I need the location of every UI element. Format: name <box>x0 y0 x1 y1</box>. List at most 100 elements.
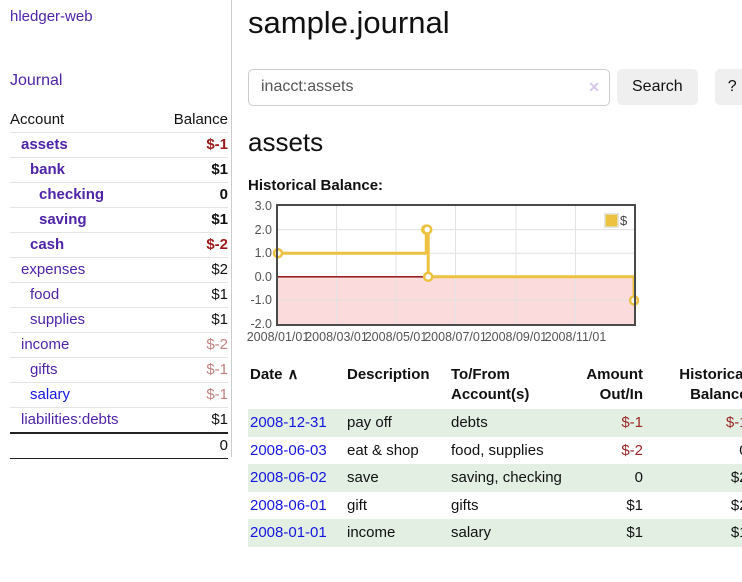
register-row: 2008-06-01 gift gifts $1 $2 <box>248 492 742 520</box>
account-row: salary $-1 <box>10 382 228 408</box>
account-balance: $1 <box>155 407 228 433</box>
account-row: expenses $2 <box>10 257 228 283</box>
accounts-table-header: Account Balance <box>10 108 228 133</box>
x-axis-tick-label: 2008/03/01 <box>305 330 368 344</box>
help-button[interactable]: ? <box>714 69 742 105</box>
account-link-income[interactable]: income <box>21 336 70 353</box>
transaction-date-link[interactable]: 2008-01-01 <box>250 524 327 541</box>
x-axis-tick-label: 2008/07/01 <box>424 330 487 344</box>
transaction-date-link[interactable]: 2008-12-31 <box>250 414 327 431</box>
account-link-gifts[interactable]: gifts <box>30 361 58 378</box>
sort-ascending-icon: ∧ <box>287 366 299 383</box>
transaction-date-link[interactable]: 2008-06-01 <box>250 496 327 514</box>
description-column-header: Description <box>347 366 430 383</box>
account-link-cash[interactable]: cash <box>30 236 65 253</box>
register-row: 2008-06-02 save saving, checking 0 $2 <box>248 464 742 492</box>
x-axis-tick-label: 2008/11/01 <box>544 330 607 344</box>
transaction-accounts: saving, checking <box>451 469 562 486</box>
account-link-bank[interactable]: bank <box>30 161 66 178</box>
transaction-date-link[interactable]: 2008-06-02 <box>250 469 327 486</box>
account-link-supplies[interactable]: supplies <box>30 311 86 328</box>
accounts-total-row: 0 <box>10 432 228 459</box>
sidebar-item-journal[interactable]: Journal <box>10 72 63 89</box>
account-row: supplies $1 <box>10 307 228 333</box>
account-row: saving $1 <box>10 207 228 233</box>
transaction-description: income <box>347 524 396 541</box>
transaction-amount: $1 <box>626 524 643 541</box>
account-link-expenses[interactable]: expenses <box>21 261 86 278</box>
account-balance: $-2 <box>155 232 228 258</box>
transaction-amount: 0 <box>634 469 643 486</box>
legend-swatch-icon <box>604 213 619 228</box>
transaction-balance: $2 <box>730 469 742 486</box>
y-axis-tick-label: 0.0 <box>254 269 272 284</box>
account-balance: $-1 <box>155 357 228 383</box>
account-link-salary[interactable]: salary <box>30 386 71 403</box>
account-column-header: Account <box>10 111 65 128</box>
chart-title: Historical Balance: <box>248 177 384 194</box>
app-title-link[interactable]: hledger-web <box>10 8 93 25</box>
account-link-liabilities-debts[interactable]: liabilities:debts <box>21 411 119 428</box>
account-link-checking[interactable]: checking <box>39 186 105 203</box>
clear-search-icon[interactable]: ✕ <box>588 78 600 95</box>
x-axis-tick-label: 2008/05/01 <box>364 330 428 344</box>
accounts-balance-table: Account Balance assets $-1 bank $1 check… <box>10 108 228 459</box>
legend-label: $ <box>620 213 628 228</box>
account-link-saving[interactable]: saving <box>39 211 87 228</box>
account-balance: $-1 <box>155 132 228 158</box>
accounts-total-value: 0 <box>155 432 228 459</box>
transaction-balance: $2 <box>730 496 742 514</box>
date-column-header[interactable]: Date ∧ <box>250 366 299 383</box>
transaction-date-link[interactable]: 2008-06-03 <box>250 441 327 459</box>
register-header-row: Date ∧ Description To/From Account(s) Amo… <box>248 362 742 409</box>
account-balance: $1 <box>155 157 228 183</box>
account-heading: assets <box>248 127 324 157</box>
transaction-description: pay off <box>347 414 392 431</box>
transaction-description: eat & shop <box>347 441 419 459</box>
transaction-amount: $-1 <box>621 414 643 431</box>
search-form: ✕ Search ? <box>248 68 742 106</box>
transaction-description: save <box>347 469 379 486</box>
x-axis-tick-label: 2008/01/01 <box>246 330 310 344</box>
y-axis-tick-label: 3.0 <box>254 199 272 213</box>
transaction-amount: $-2 <box>621 441 643 459</box>
balance-column-header: Historical Balance <box>679 366 742 403</box>
balance-column-header: Balance <box>173 111 228 128</box>
transaction-accounts: food, supplies <box>451 441 544 459</box>
account-balance: $1 <box>155 282 228 308</box>
account-row: food $1 <box>10 282 228 308</box>
sidebar: hledger-web Journal Account Balance asse… <box>0 0 232 582</box>
search-input[interactable] <box>248 68 610 106</box>
search-button[interactable]: Search <box>617 69 698 105</box>
register-row: 2008-01-01 income salary $1 $1 <box>248 519 742 547</box>
main-content: sample.journal ✕ Search ? assets Histori… <box>232 0 742 582</box>
account-balance: $1 <box>155 307 228 333</box>
amount-column-header: Amount Out/In <box>586 366 643 403</box>
account-balance: $-2 <box>155 332 228 358</box>
account-balance: 0 <box>155 182 228 208</box>
chart-legend: $ <box>604 213 628 228</box>
transaction-balance: $1 <box>730 524 742 541</box>
account-balance: $2 <box>155 257 228 283</box>
historical-balance-chart: 3.0 2.0 1.0 0.0 -1.0 -2.0 2008/01/01 2008/03/0… <box>246 199 718 346</box>
transaction-balance: 0 <box>645 437 742 465</box>
y-axis-tick-label: -1.0 <box>250 293 272 308</box>
chart-plot-area <box>272 204 640 326</box>
account-link-food[interactable]: food <box>30 286 60 303</box>
account-row: gifts $-1 <box>10 357 228 383</box>
account-link-assets[interactable]: assets <box>21 136 68 153</box>
account-row: cash $-2 <box>10 232 228 258</box>
account-balance: $-1 <box>155 382 228 408</box>
account-row: income $-2 <box>10 332 228 358</box>
transaction-accounts: debts <box>451 414 488 431</box>
account-row: assets $-1 <box>10 132 228 158</box>
x-axis-tick-label: 2008/09/01 <box>484 330 548 344</box>
search-box: ✕ <box>248 68 610 106</box>
y-axis-tick-label: -2.0 <box>250 317 272 331</box>
transaction-balance: $-1 <box>725 414 742 431</box>
accounts-column-header: To/From Account(s) <box>451 366 530 403</box>
page-title: sample.journal <box>248 5 450 40</box>
account-row: liabilities:debts $1 <box>10 407 228 433</box>
transaction-description: gift <box>347 496 368 514</box>
transaction-accounts: salary <box>451 524 492 541</box>
